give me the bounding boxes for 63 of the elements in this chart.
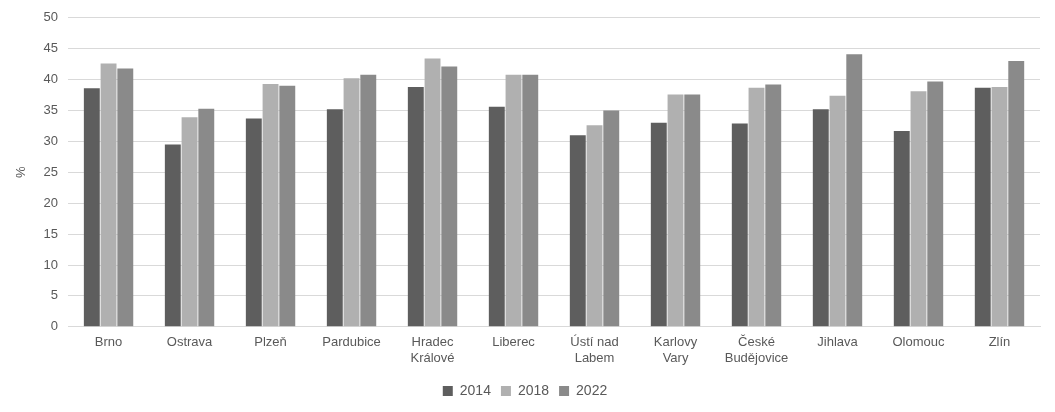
y-tick-label: 15 bbox=[43, 225, 59, 241]
bar bbox=[731, 123, 748, 327]
x-tick-label: Pardubice bbox=[322, 334, 381, 350]
bar bbox=[360, 74, 377, 327]
bar bbox=[846, 54, 863, 327]
legend-label: 2018 bbox=[517, 381, 550, 398]
y-tick-label: 50 bbox=[43, 9, 59, 25]
bar bbox=[893, 130, 910, 327]
bar bbox=[1008, 61, 1025, 327]
x-tick-label: Olomouc bbox=[892, 334, 946, 350]
bar bbox=[441, 66, 458, 327]
bar bbox=[667, 94, 684, 327]
x-tick-label: Ostrava bbox=[166, 334, 214, 350]
y-tick-label: 5 bbox=[50, 287, 59, 303]
legend-label: 2022 bbox=[576, 381, 608, 398]
x-tick-label: Liberec bbox=[492, 334, 536, 350]
y-axis-title: % bbox=[13, 166, 29, 179]
bar bbox=[100, 63, 117, 327]
bar bbox=[83, 88, 100, 327]
x-tick-label: Karlovy Vary bbox=[653, 334, 698, 365]
y-tick-label: 45 bbox=[43, 40, 59, 56]
x-tick-label: Zlín bbox=[988, 334, 1011, 350]
bar bbox=[181, 117, 198, 327]
bar bbox=[974, 87, 991, 327]
bar bbox=[117, 68, 134, 327]
y-tick-label: 0 bbox=[50, 318, 59, 334]
bar bbox=[684, 94, 701, 327]
bar bbox=[488, 106, 505, 327]
bar bbox=[407, 87, 424, 327]
bar bbox=[910, 91, 927, 327]
bar bbox=[164, 144, 181, 327]
bar bbox=[262, 83, 279, 327]
x-tick-label: Plzeň bbox=[254, 334, 287, 350]
bar bbox=[991, 87, 1008, 327]
y-tick-label: 30 bbox=[43, 132, 59, 148]
x-tick-label: Hradec Králové bbox=[410, 334, 455, 365]
bar bbox=[829, 95, 846, 327]
bar bbox=[198, 108, 215, 327]
y-tick-label: 20 bbox=[43, 194, 59, 210]
bar bbox=[569, 135, 586, 327]
legend-label: 2014 bbox=[459, 381, 492, 398]
bar bbox=[326, 109, 343, 327]
bar bbox=[650, 122, 667, 327]
x-tick-label: Brno bbox=[94, 334, 123, 350]
y-tick-label: 10 bbox=[43, 256, 59, 272]
y-tick-label: 40 bbox=[43, 71, 59, 87]
bar bbox=[522, 74, 539, 327]
bar bbox=[748, 87, 765, 327]
bar bbox=[279, 85, 296, 327]
y-tick-label: 25 bbox=[43, 163, 59, 179]
x-tick-label: Ústí nad Labem bbox=[570, 334, 619, 365]
bar bbox=[927, 81, 944, 327]
bar bbox=[765, 84, 782, 327]
x-tick-label: Jihlava bbox=[817, 334, 859, 350]
bar bbox=[505, 74, 522, 327]
bar bbox=[812, 109, 829, 327]
bar bbox=[343, 78, 360, 327]
bar bbox=[424, 58, 441, 327]
x-tick-label: České Budějovice bbox=[724, 334, 789, 365]
bar bbox=[245, 118, 262, 327]
bar bbox=[586, 125, 603, 327]
bar bbox=[603, 110, 620, 327]
y-tick-label: 35 bbox=[43, 102, 59, 118]
